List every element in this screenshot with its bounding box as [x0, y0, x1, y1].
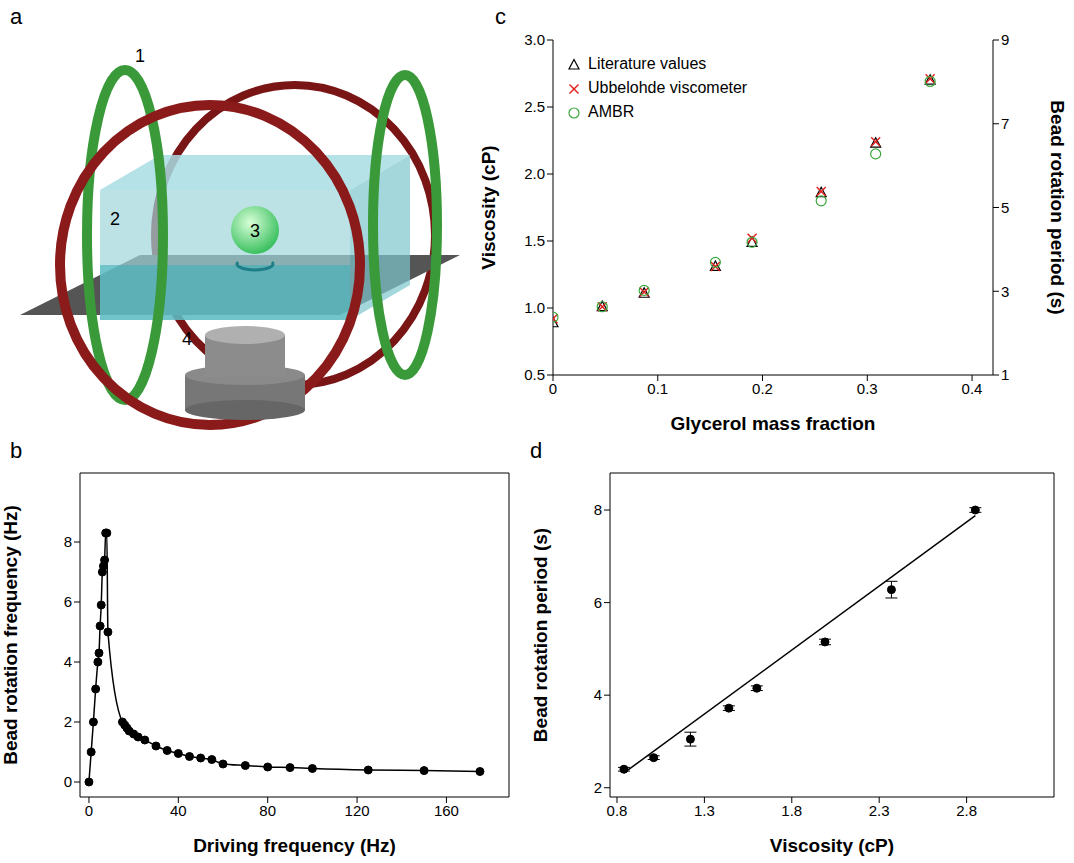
svg-text:Bead rotation period (s): Bead rotation period (s) [1047, 100, 1068, 314]
svg-text:Driving frequency (Hz): Driving frequency (Hz) [193, 835, 396, 856]
svg-text:120: 120 [345, 802, 370, 819]
svg-text:1: 1 [1001, 366, 1009, 383]
svg-text:0: 0 [64, 773, 72, 790]
svg-text:4: 4 [182, 329, 192, 349]
html-text:Ubbelohde viscometer: Ubbelohde viscometer [588, 79, 748, 96]
svg-text:1.5: 1.5 [524, 232, 545, 249]
svg-text:0.8: 0.8 [607, 802, 628, 819]
svg-text:0.3: 0.3 [857, 380, 878, 397]
html-text:Literature values: Literature values [588, 55, 707, 72]
svg-text:3: 3 [1001, 283, 1009, 300]
svg-text:0.4: 0.4 [962, 380, 983, 397]
svg-text:8: 8 [64, 533, 72, 550]
svg-text:3.0: 3.0 [524, 31, 545, 48]
svg-text:1: 1 [135, 46, 145, 66]
svg-text:Bead rotation frequency (Hz): Bead rotation frequency (Hz) [0, 505, 21, 765]
svg-text:6: 6 [594, 594, 602, 611]
svg-text:1.0: 1.0 [524, 299, 545, 316]
svg-text:40: 40 [170, 802, 187, 819]
svg-text:2.5: 2.5 [524, 98, 545, 115]
svg-text:4: 4 [64, 653, 72, 670]
svg-text:2: 2 [110, 209, 120, 229]
svg-text:160: 160 [434, 802, 459, 819]
html-text:c: c [495, 4, 506, 29]
svg-text:1.3: 1.3 [694, 802, 715, 819]
html-text:AMBR: AMBR [588, 103, 635, 120]
svg-text:Bead rotation period (s): Bead rotation period (s) [530, 528, 551, 742]
svg-text:0.1: 0.1 [647, 380, 668, 397]
svg-text:3: 3 [250, 221, 260, 241]
svg-text:Viscosity (cP): Viscosity (cP) [770, 835, 894, 856]
svg-text:8: 8 [594, 501, 602, 518]
svg-text:4: 4 [594, 686, 602, 703]
html-text:d: d [530, 438, 543, 463]
svg-text:7: 7 [1001, 115, 1009, 132]
svg-text:80: 80 [259, 802, 276, 819]
svg-text:9: 9 [1001, 31, 1009, 48]
svg-text:0: 0 [549, 380, 557, 397]
svg-text:2.0: 2.0 [524, 165, 545, 182]
svg-text:2: 2 [594, 779, 602, 796]
svg-text:0: 0 [85, 802, 93, 819]
svg-text:2: 2 [64, 713, 72, 730]
svg-text:2.8: 2.8 [956, 802, 977, 819]
svg-text:6: 6 [64, 593, 72, 610]
svg-text:1.8: 1.8 [781, 802, 802, 819]
svg-text:0.2: 0.2 [752, 380, 773, 397]
svg-text:Viscosity (cP): Viscosity (cP) [478, 145, 499, 269]
svg-text:0.5: 0.5 [524, 366, 545, 383]
svg-text:2.3: 2.3 [869, 802, 890, 819]
html-text:a: a [10, 4, 23, 29]
html-text:b: b [10, 438, 23, 463]
svg-text:Glycerol mass fraction: Glycerol mass fraction [671, 413, 876, 434]
svg-text:5: 5 [1001, 199, 1009, 216]
